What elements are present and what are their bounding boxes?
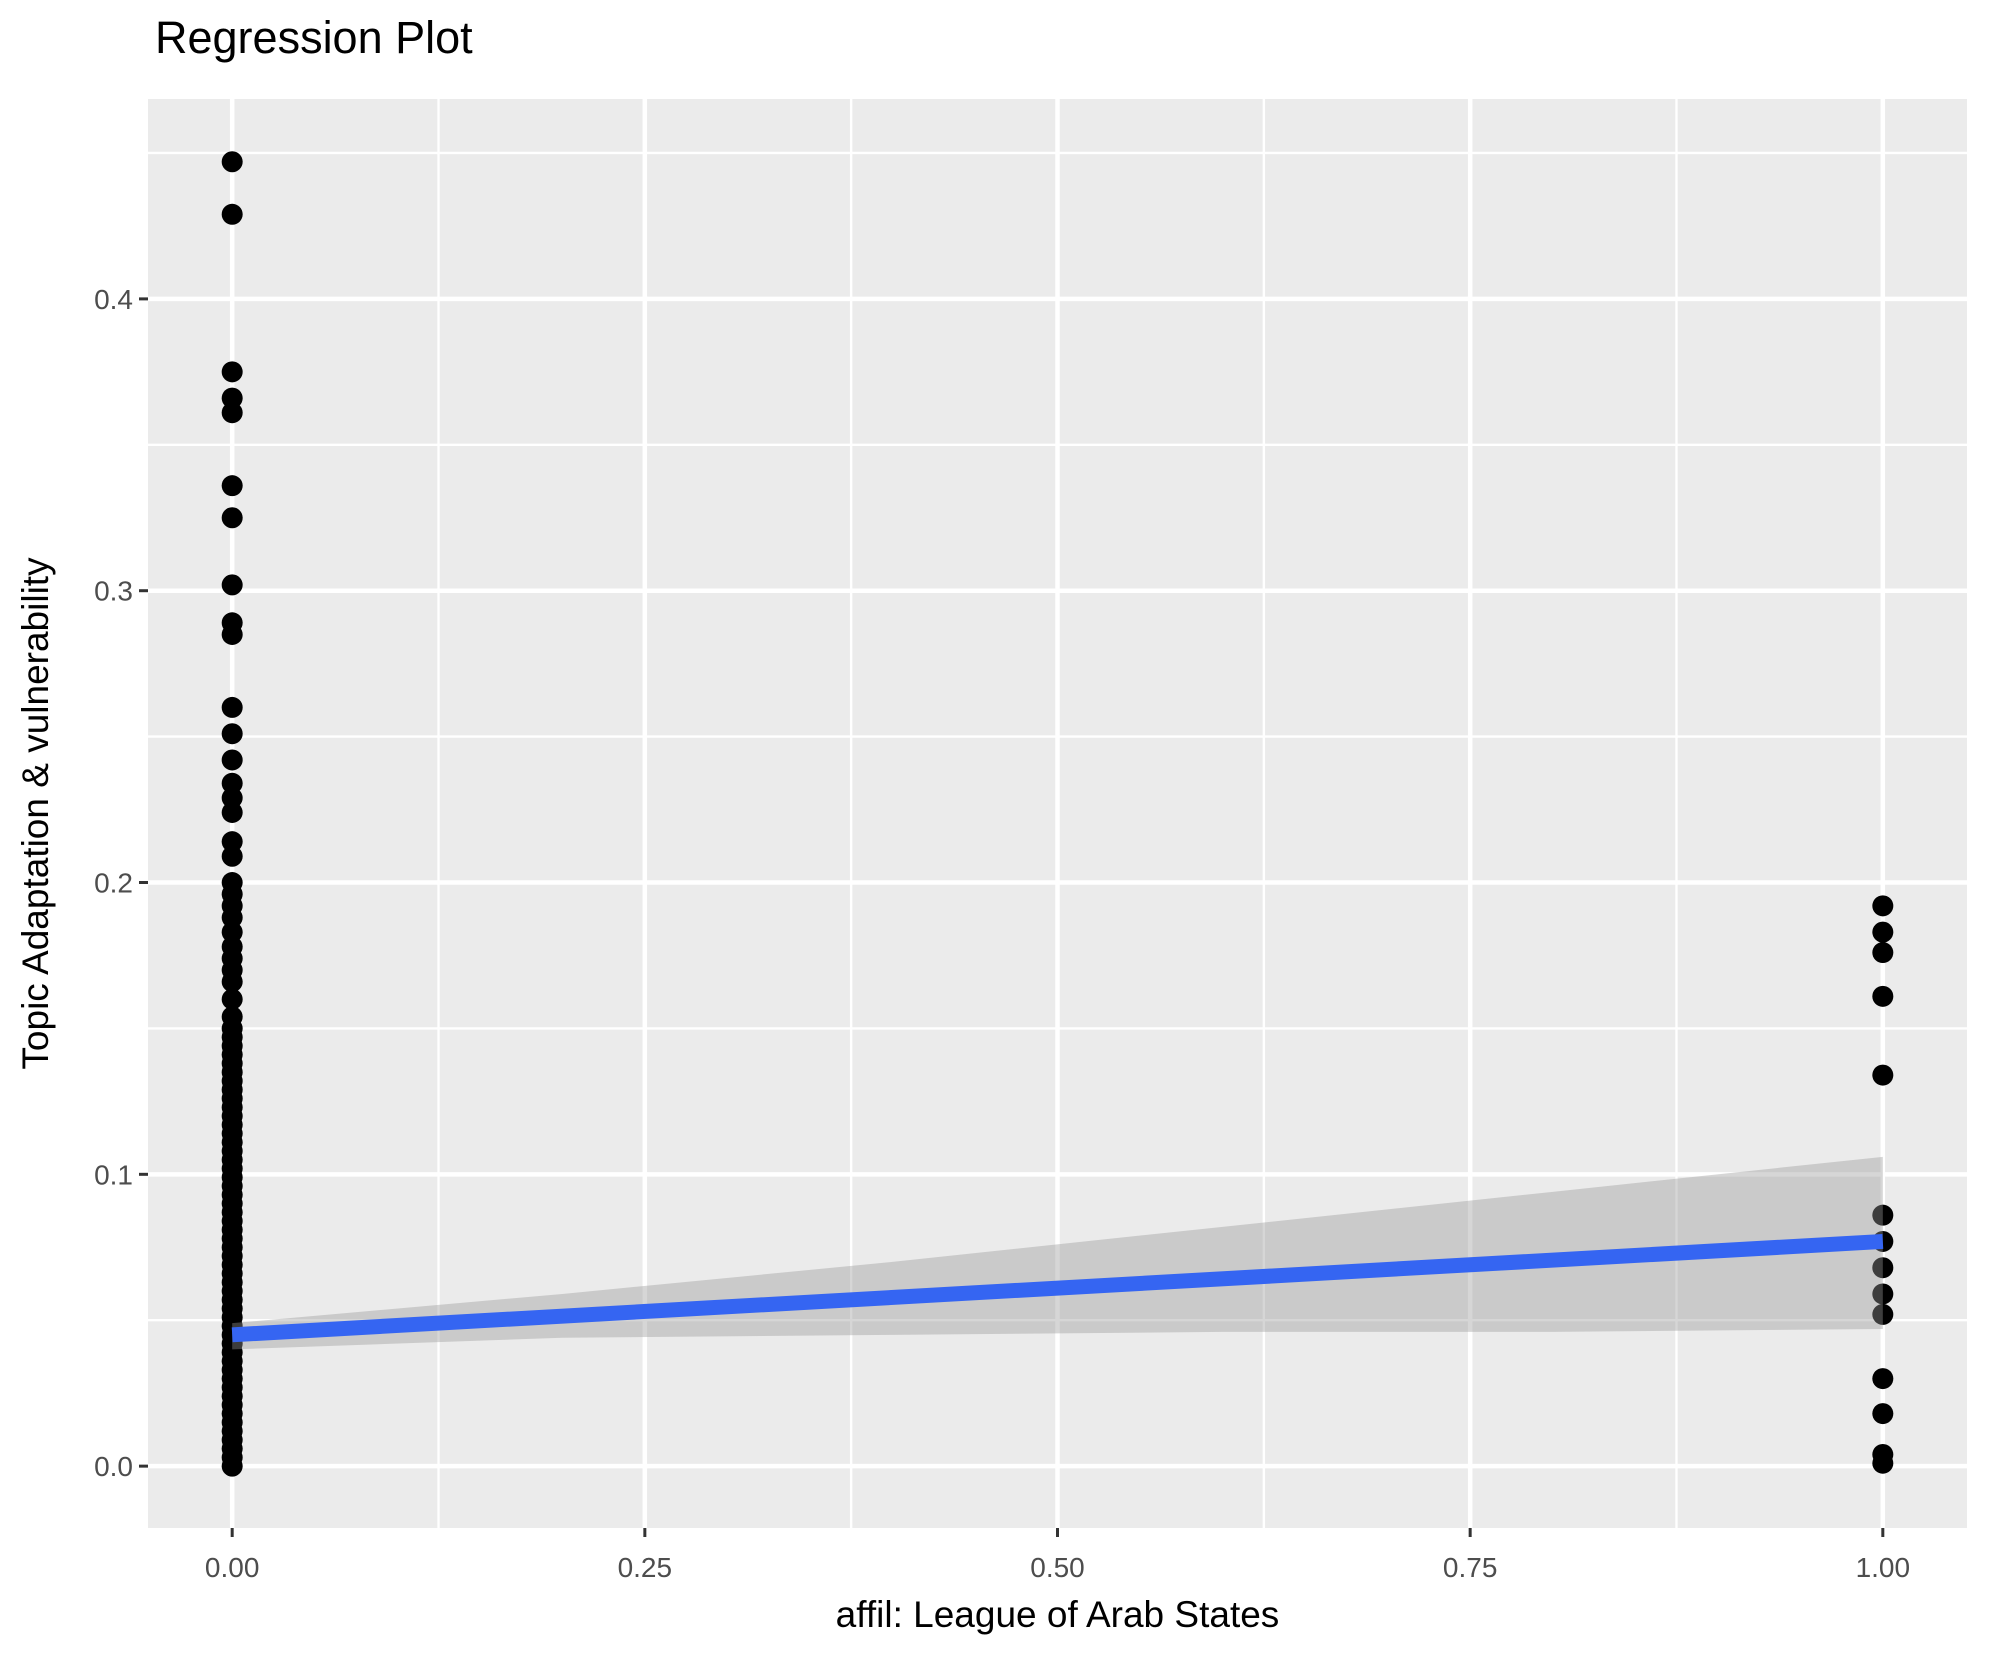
data-point [221,475,243,497]
data-point [221,988,243,1010]
data-point [1872,1303,1894,1325]
y-axis-title: Topic Adaptation & vulnerability [15,557,56,1070]
data-point [1872,895,1894,917]
data-point [221,623,243,645]
data-point [1872,1283,1894,1305]
data-point [221,971,243,993]
x-tick-label: 0.75 [1443,1552,1498,1583]
data-point [1872,1257,1894,1279]
data-point [221,1455,243,1477]
axis-tick-marks [139,297,1885,1537]
x-tick-label: 0.25 [618,1552,673,1583]
data-point [1872,1368,1894,1390]
data-point [1872,921,1894,943]
data-point [221,921,243,943]
x-axis-tick-labels: 0.00 0.25 0.50 0.75 1.00 [205,1552,1910,1583]
scatter-points [221,151,1894,1477]
data-point [221,402,243,424]
plot-title: Regression Plot [155,12,473,63]
x-tick-label: 0.00 [205,1552,260,1583]
x-tick-label: 1.00 [1856,1552,1911,1583]
data-point [221,507,243,529]
data-point [221,772,243,794]
data-point [221,361,243,383]
data-point [1872,1064,1894,1086]
data-point [221,787,243,809]
y-tick-label: 0.1 [94,1159,133,1190]
data-point [1872,985,1894,1007]
data-point [221,696,243,718]
data-point [221,574,243,596]
data-point [221,907,243,929]
data-point [221,831,243,853]
data-point [221,151,243,173]
y-tick-label: 0.3 [94,576,133,607]
y-tick-label: 0.0 [94,1451,133,1482]
data-point [1872,1452,1894,1474]
data-point [221,749,243,771]
x-axis-title: affil: League of Arab States [836,1594,1280,1635]
x-tick-label: 0.50 [1030,1552,1085,1583]
y-tick-label: 0.4 [94,284,133,315]
data-point [221,845,243,867]
data-point [1872,942,1894,964]
confidence-band [232,1156,1883,1350]
data-point [221,801,243,823]
y-tick-label: 0.2 [94,868,133,899]
data-point [221,723,243,745]
y-axis-tick-labels: 0.0 0.1 0.2 0.3 0.4 [94,284,133,1482]
data-point [1872,1403,1894,1425]
data-point [221,387,243,409]
data-point [1872,1204,1894,1226]
data-point [221,203,243,225]
regression-line [231,1233,1884,1343]
